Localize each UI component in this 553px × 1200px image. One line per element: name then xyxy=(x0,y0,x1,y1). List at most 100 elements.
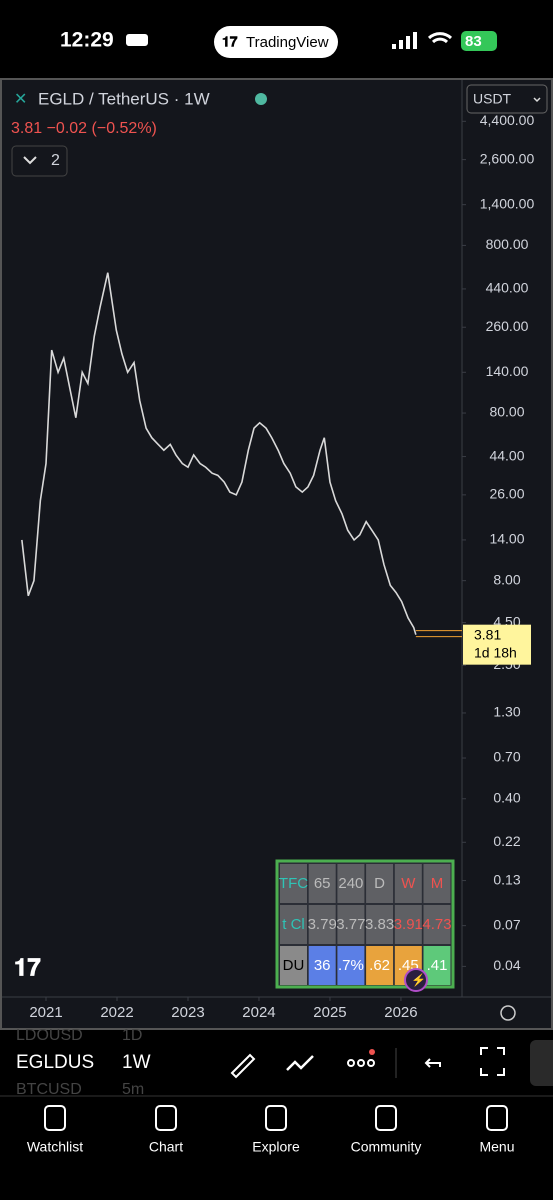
sleep-icon xyxy=(126,34,148,46)
table-text: D xyxy=(374,875,385,892)
table-cell xyxy=(423,946,451,985)
y-tick-label: 8.00 xyxy=(493,571,520,587)
fullscreen[interactable] xyxy=(480,1047,505,1076)
table-text: 3.91 xyxy=(394,916,423,933)
nav-icon[interactable] xyxy=(44,1105,66,1131)
y-tick-label: 80.00 xyxy=(489,404,524,420)
table-text: W xyxy=(401,875,416,892)
y-tick-label: 440.00 xyxy=(486,280,529,296)
symbol-name[interactable]: EGLDUS xyxy=(16,1052,94,1073)
table-text: 3.77 xyxy=(336,916,365,933)
nav-icon[interactable] xyxy=(486,1105,508,1131)
y-tick-label: 14.00 xyxy=(489,531,524,547)
indicator-toggle[interactable] xyxy=(11,145,68,177)
table-cell xyxy=(280,905,307,944)
nav-icon[interactable] xyxy=(265,1105,287,1131)
app-pill[interactable] xyxy=(214,26,338,58)
symbol-interval[interactable]: 5m xyxy=(122,1081,144,1098)
market-status xyxy=(255,93,267,105)
side-tab[interactable] xyxy=(530,1040,553,1086)
x-tick-label: 2023 xyxy=(171,1004,204,1021)
indicator-count: 2 xyxy=(51,152,60,169)
y-tick-label: 0.40 xyxy=(493,789,520,805)
y-tick-label: 800.00 xyxy=(486,236,529,252)
table-cell xyxy=(280,864,307,903)
symbol-name[interactable]: LDOUSD xyxy=(16,1027,83,1044)
symbol-icon: ✕ xyxy=(14,91,27,108)
table: TFC 65 240 D W Mt Cl 3.79 3.77 3.83 3.91 4.73 DU 36.… xyxy=(279,864,452,985)
y-tick-label: 26.00 xyxy=(489,486,524,502)
battery xyxy=(461,31,497,51)
currency-select[interactable] xyxy=(466,84,548,114)
nav-label[interactable]: Chart xyxy=(149,1139,183,1155)
signal xyxy=(392,32,417,49)
table-cell xyxy=(394,905,422,944)
table-cell xyxy=(366,864,394,903)
tv-logo: 𝟏𝟕 xyxy=(222,34,238,50)
table-cell xyxy=(308,946,336,985)
x-tick-label: 2026 xyxy=(384,1004,417,1021)
symbol-interval[interactable]: 1D xyxy=(122,1027,142,1044)
tv-watermark: 𝟏𝟕 xyxy=(14,954,41,981)
x-tick-label: 2024 xyxy=(242,1004,275,1021)
y-tick-label: 140.00 xyxy=(486,363,529,379)
chevron xyxy=(23,156,37,165)
table-text: 240 xyxy=(338,875,363,892)
table-text: t Cl xyxy=(282,916,305,933)
symbol-name[interactable]: BTCUSD xyxy=(16,1081,82,1098)
wifi xyxy=(427,32,453,44)
indicator-tool[interactable] xyxy=(286,1055,314,1071)
y-tick-label: 2,600.00 xyxy=(480,150,535,166)
quote: 3.81 −0.02 (−0.52%) xyxy=(11,120,157,137)
table-text: 4.73 xyxy=(422,916,451,933)
clock: 12:29 xyxy=(60,29,114,52)
table-text: 3.79 xyxy=(308,916,337,933)
table-cell xyxy=(366,946,394,985)
undo[interactable] xyxy=(424,1058,441,1068)
battery-level: 83 xyxy=(465,33,482,50)
nav-label[interactable]: Explore xyxy=(252,1139,300,1155)
y-tick-label: 1.30 xyxy=(493,704,520,720)
y-tick-label: 0.22 xyxy=(493,833,520,849)
app-name: TradingView xyxy=(246,34,329,51)
table-cell xyxy=(394,864,422,903)
draw-tool[interactable] xyxy=(230,1053,256,1079)
x-tick-label: 2025 xyxy=(313,1004,346,1021)
table-cell xyxy=(280,946,307,985)
table-cell xyxy=(308,905,336,944)
y-tick-label: 0.70 xyxy=(493,749,520,765)
symbol-list: LDOUSD 1D EGLDUS 1W BTCUSD 5m xyxy=(16,1027,151,1098)
nav-icon[interactable] xyxy=(155,1105,177,1131)
nav-label[interactable]: Menu xyxy=(479,1139,514,1155)
nav-label[interactable]: Community xyxy=(351,1139,422,1155)
nav-icon[interactable] xyxy=(375,1105,397,1131)
y-tick-label: 0.07 xyxy=(493,916,520,932)
bolt-button[interactable] xyxy=(404,968,428,992)
table-cell xyxy=(337,946,365,985)
y-tick-label: 4,400.00 xyxy=(480,112,535,128)
symbol-interval[interactable]: 1W xyxy=(122,1052,151,1073)
table-text: TFC xyxy=(279,875,308,892)
table-text: 65 xyxy=(314,875,331,892)
x-tick-label: 2022 xyxy=(100,1004,133,1021)
table-text: M xyxy=(431,875,444,892)
table-text: DU xyxy=(283,957,305,974)
plot: 4,400.00 2,600.00 1,400.00 800.00 440.00 260.… xyxy=(21,112,535,1021)
table-cell xyxy=(423,905,451,944)
bottom-nav: Watchlist Chart Explore Community Menu xyxy=(27,1105,515,1155)
settings-icon[interactable] xyxy=(500,1005,516,1021)
table-text: .7% xyxy=(338,957,364,974)
y-tick-label: 260.00 xyxy=(486,318,529,334)
notification-dot xyxy=(369,1049,375,1055)
table-text: .41 xyxy=(427,957,448,974)
x-tick-label: 2021 xyxy=(29,1004,62,1021)
last-price: 3.81 xyxy=(474,626,501,642)
bolt-icon: ⚡ xyxy=(411,973,426,987)
more-tool[interactable] xyxy=(347,1059,375,1067)
table-cell xyxy=(308,864,336,903)
y-tick-label: 44.00 xyxy=(489,447,524,463)
y-tick-label: 0.04 xyxy=(493,957,520,973)
nav-label[interactable]: Watchlist xyxy=(27,1139,83,1155)
currency: USDT xyxy=(473,91,512,107)
